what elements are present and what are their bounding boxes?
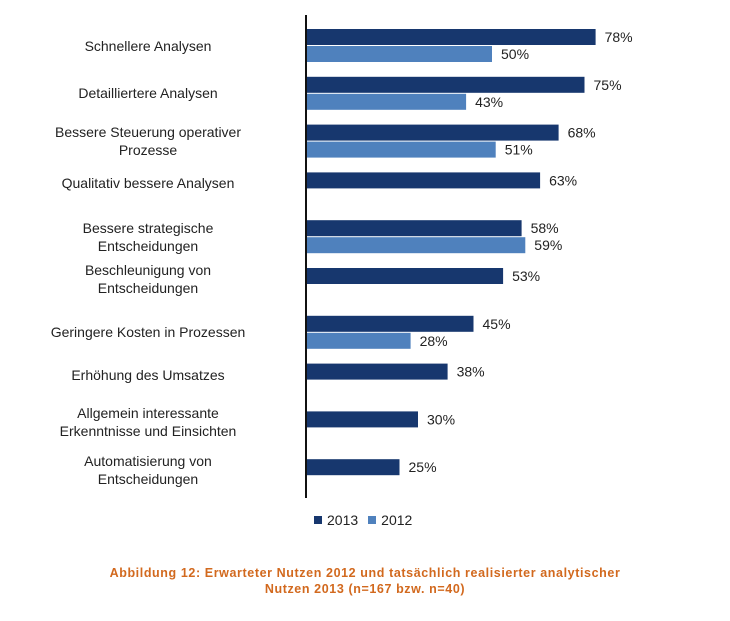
bar-2013-7	[307, 315, 474, 332]
legend-label-2012: 2012	[381, 512, 413, 528]
category-label-6-line-1: Beschleunigung von	[84, 262, 212, 278]
data-label-2013-2: 75%	[594, 77, 622, 93]
bar-2013-10	[307, 459, 400, 476]
legend-swatch-2012	[368, 516, 377, 524]
data-label-2013-3: 68%	[568, 125, 596, 141]
legend-item-2013: 2013	[314, 512, 358, 528]
bar-2013-8	[307, 363, 448, 380]
category-label-10-line-2: Entscheidungen	[97, 471, 199, 488]
category-label-9-line-1: Allgemein interessante	[77, 405, 219, 422]
caption-line-2: Nutzen 2013 (n=167 bzw. n=40)	[264, 582, 466, 596]
category-label-5-line-1: Bessere strategische	[82, 219, 214, 236]
category-label-1: Schnellere Analysen	[3, 37, 293, 55]
data-label-2012-5: 59%	[534, 237, 562, 253]
category-label-9: Allgemein interessante Erkenntnisse und E…	[3, 404, 293, 440]
bar-2013-1	[307, 29, 596, 45]
legend-label-2013: 2013	[327, 512, 359, 528]
category-label-10: Automatisierung von Entscheidungen	[3, 452, 293, 488]
data-label-2013-10: 25%	[409, 459, 437, 475]
bar-2013-2	[307, 76, 585, 93]
category-label-2-line-1: Detailliertere Analysen	[78, 85, 218, 102]
legend: 2013 2012	[314, 512, 422, 528]
category-label-5-line-2: Entscheidungen	[97, 237, 199, 254]
category-label-6-line-2: Entscheidungen	[97, 280, 199, 296]
data-label-2012-7: 28%	[420, 333, 448, 349]
category-label-2: Detailliertere Analysen	[3, 84, 293, 102]
figure-caption: Abbildung 12: Erwarteter Nutzen 2012 und…	[0, 565, 730, 597]
category-label-7-line-1: Geringere Kosten in Prozessen	[50, 324, 246, 341]
data-label-2013-7: 45%	[483, 316, 511, 332]
legend-item-2012: 2012	[368, 512, 412, 528]
category-label-7: Geringere Kosten in Prozessen	[3, 323, 293, 341]
data-label-2012-3: 51%	[505, 142, 533, 158]
category-label-10-line-1: Automatisierung von	[84, 453, 212, 470]
data-label-2013-4: 63%	[549, 172, 577, 188]
data-label-2013-6: 53%	[512, 268, 540, 284]
bar-2013-3	[307, 124, 559, 141]
data-label-2012-2: 43%	[475, 94, 503, 110]
category-label-4-line-1: Qualitativ bessere Analysen	[61, 175, 235, 192]
data-label-2012-1: 50%	[501, 46, 529, 62]
bar-2012-2	[307, 93, 467, 110]
legend-swatch-2013	[314, 516, 322, 524]
bar-2012-5	[307, 237, 526, 254]
category-label-3-line-2: Prozesse	[118, 142, 178, 159]
bar-2012-1	[307, 46, 492, 62]
bar-2013-5	[307, 220, 522, 237]
category-label-1-line-1: Schnellere Analysen	[84, 37, 212, 54]
bar-2013-9	[307, 411, 418, 428]
caption-line-1: Abbildung 12: Erwarteter Nutzen 2012 und…	[109, 566, 621, 580]
bar-2012-3	[307, 141, 496, 158]
category-label-5: Bessere strategische Entscheidungen	[3, 219, 293, 255]
category-label-3-line-1: Bessere Steuerung operativer	[55, 124, 241, 141]
bar-2012-7	[307, 332, 411, 349]
data-label-2013-8: 38%	[457, 364, 485, 380]
category-label-9-line-2: Erkenntnisse und Einsichten	[59, 423, 237, 440]
data-label-2013-9: 30%	[427, 411, 455, 427]
category-label-8: Erhöhung des Umsatzes	[3, 366, 293, 384]
category-label-3: Bessere Steuerung operativer Prozesse	[3, 123, 293, 159]
category-label-8-line-1: Erhöhung des Umsatzes	[71, 366, 225, 383]
data-label-2013-1: 78%	[605, 29, 633, 45]
category-label-4: Qualitativ bessere Analysen	[3, 174, 293, 192]
category-label-6: Beschleunigung von Entscheidungen	[3, 261, 293, 297]
data-label-2013-5: 58%	[531, 220, 559, 236]
bar-2013-6	[307, 268, 504, 284]
bar-2013-4	[307, 172, 541, 189]
